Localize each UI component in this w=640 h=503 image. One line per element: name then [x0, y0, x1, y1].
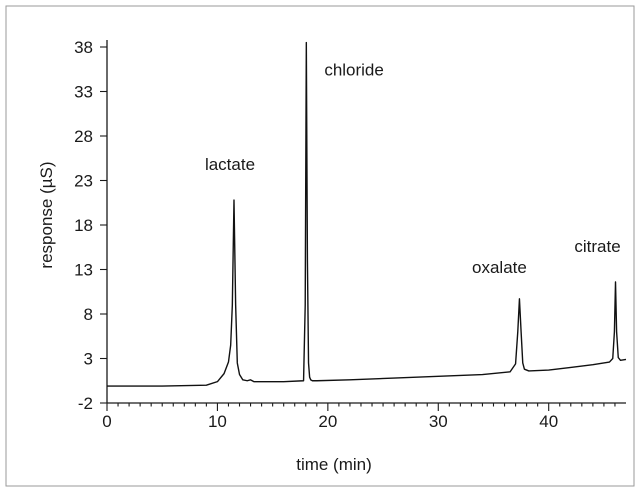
y-tick-label-2: 8 — [84, 305, 93, 324]
y-tick-label-3: 13 — [74, 261, 93, 280]
y-tick-label-6: 28 — [74, 127, 93, 146]
peak-label-chloride: chloride — [324, 61, 384, 80]
x-tick-label-2: 20 — [318, 412, 337, 431]
y-tick-label-1: 3 — [84, 350, 93, 369]
y-tick-label-7: 33 — [74, 83, 93, 102]
x-tick-label-4: 40 — [539, 412, 558, 431]
peak-label-lactate: lactate — [205, 155, 255, 174]
x-axis-title: time (min) — [296, 455, 372, 474]
x-tick-label-3: 30 — [429, 412, 448, 431]
x-tick-label-0: 0 — [102, 412, 111, 431]
peak-label-citrate: citrate — [574, 237, 620, 256]
y-tick-label-5: 23 — [74, 172, 93, 191]
y-axis-title: response (µS) — [37, 161, 56, 268]
y-tick-label-8: 38 — [74, 38, 93, 57]
y-tick-label-4: 18 — [74, 216, 93, 235]
series-trace — [107, 41, 627, 387]
x-tick-label-1: 10 — [208, 412, 227, 431]
figure-frame — [5, 5, 635, 487]
peak-label-oxalate: oxalate — [472, 258, 527, 277]
y-tick-label-0: -2 — [78, 394, 93, 413]
